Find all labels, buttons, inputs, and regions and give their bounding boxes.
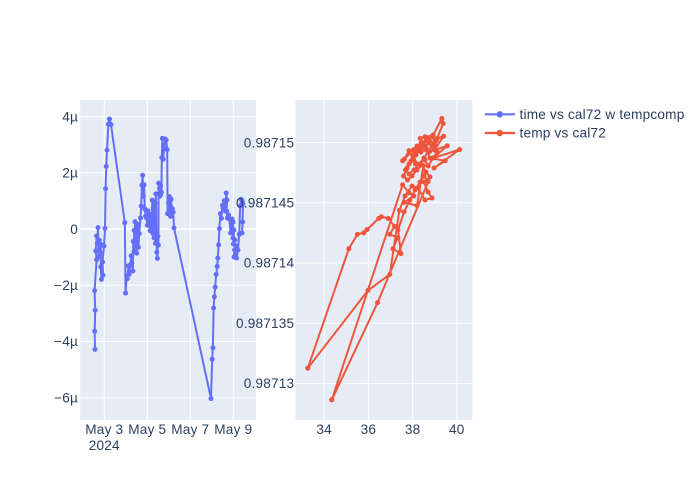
svg-text:−6µ: −6µ: [54, 391, 78, 406]
svg-text:2µ: 2µ: [62, 166, 78, 181]
svg-text:36: 36: [361, 422, 377, 437]
svg-text:40: 40: [449, 422, 465, 437]
svg-text:May 3: May 3: [85, 422, 123, 437]
svg-text:time vs cal72 w tempcomp: time vs cal72 w tempcomp: [520, 107, 685, 122]
svg-text:0.98714: 0.98714: [244, 256, 295, 271]
svg-text:May 5: May 5: [128, 422, 166, 437]
svg-text:−4µ: −4µ: [54, 334, 78, 349]
svg-text:0.98713: 0.98713: [244, 376, 295, 391]
svg-text:38: 38: [405, 422, 421, 437]
svg-text:2024: 2024: [89, 438, 120, 453]
svg-text:34: 34: [316, 422, 332, 437]
svg-text:0.98715: 0.98715: [244, 135, 295, 150]
svg-text:May 7: May 7: [171, 422, 209, 437]
svg-text:−2µ: −2µ: [54, 278, 78, 293]
svg-text:0.987145: 0.987145: [236, 196, 294, 211]
svg-text:4µ: 4µ: [62, 109, 78, 124]
svg-text:0.987135: 0.987135: [236, 316, 294, 331]
svg-text:temp vs cal72: temp vs cal72: [520, 126, 606, 141]
svg-text:0: 0: [70, 222, 78, 237]
svg-text:May 9: May 9: [214, 422, 252, 437]
